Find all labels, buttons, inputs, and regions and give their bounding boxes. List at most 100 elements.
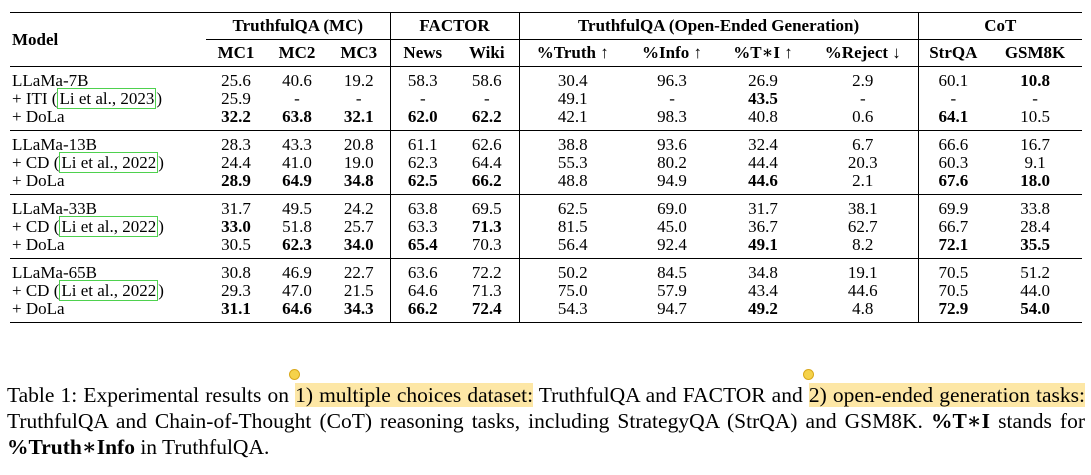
value-cell: 69.9 [918,194,989,218]
citation-link[interactable]: Li et al., 2022 [59,216,159,237]
value-cell: 63.8 [282,107,312,126]
column-header: %Truth ↑ [519,39,627,67]
value-cell: 63.8 [390,194,456,218]
model-name-cell: + ITI (Li et al., 2023) [10,88,206,109]
value-cell: 4.8 [808,300,919,323]
value-cell: 63.6 [390,258,456,282]
model-name-cell: + DoLa [12,107,65,126]
value-cell: 34.0 [328,236,391,259]
value-cell: 54.0 [988,300,1083,323]
value-cell: 28.4 [1020,217,1050,236]
value-cell: 9.1 [1024,153,1046,172]
caption-highlight-2[interactable]: 2) open-ended generation tasks: [808,383,1086,407]
value-cell: 46.9 [266,258,328,282]
value-cell: 64.9 [282,171,312,190]
value-cell: 49.1 [557,89,588,108]
value-cell: 71.3 [455,282,520,300]
value-cell: 22.7 [328,258,391,282]
value-cell: 57.9 [657,281,687,300]
value-cell: 80.2 [657,153,687,172]
model-name-cell: LLaMa-33B [10,194,206,218]
value-cell: 34.8 [328,172,391,195]
citation-link[interactable]: Li et al., 2022 [59,152,159,173]
value-cell: 35.5 [1020,235,1050,254]
value-cell: 66.2 [455,172,520,195]
model-suffix: ) [158,281,164,300]
value-cell: 62.3 [407,153,438,172]
value-cell: 49.1 [748,235,778,254]
value-cell: - [419,89,426,108]
value-cell: 21.5 [328,282,391,300]
value-cell: 44.6 [748,171,778,190]
value-cell: 64.4 [455,154,520,172]
value-cell: 40.6 [282,71,312,90]
caption-highlight-1-anchor[interactable]: 1) multiple choices dataset: [289,369,534,407]
value-cell: 19.2 [328,66,391,90]
column-header: Wiki [455,39,520,67]
value-cell: 64.1 [938,107,969,126]
caption-highlight-2-anchor[interactable]: 2) open-ended generation tasks: [802,369,1086,407]
value-cell: 36.7 [748,217,778,236]
table-row: LLaMa-13B 28.3 43.3 20.8 61.1 62.6 38.8 93.6 32.… [10,130,1083,154]
column-header: News [390,39,456,67]
citation-link[interactable]: Li et al., 2023 [57,88,157,109]
value-cell: 43.4 [748,281,778,300]
value-cell: 30.8 [206,258,266,282]
value-cell: 98.3 [657,107,687,126]
table-row: + CD (Li et al., 2022) 33.0 51.8 25.7 63.3 71… [10,216,1082,237]
model-name-cell: + CD (Li et al., 2022) [10,216,206,237]
value-cell: 24.2 [328,194,391,218]
value-cell: 96.3 [657,71,687,90]
value-cell: 92.4 [657,235,687,254]
table-row: LLaMa-65B 30.8 46.9 22.7 63.6 72.2 50.2 84.5 34.… [10,258,1083,282]
value-cell: 81.5 [557,217,588,236]
model-name-cell: LLaMa-7B [12,71,89,90]
value-cell: 32.2 [221,107,251,126]
value-cell: 30.5 [221,235,251,254]
model-suffix: ) [156,89,163,108]
column-header: StrQA [918,39,989,67]
value-cell: 44.0 [1020,281,1050,300]
value-cell: 16.7 [988,130,1083,154]
value-cell: 70.5 [918,258,989,282]
value-cell: 10.8 [1020,71,1050,90]
value-cell: 94.7 [626,300,719,323]
value-cell: 49.2 [718,300,809,323]
value-cell: 34.3 [328,300,391,323]
caption-suffix: in TruthfulQA. [134,435,270,459]
model-prefix: + CD ( [12,281,60,300]
value-cell: 49.5 [266,194,328,218]
model-name-cell: + CD (Li et al., 2022) [10,280,206,301]
value-cell: 32.1 [328,108,391,131]
value-cell: 58.6 [455,66,520,90]
citation-link[interactable]: Li et al., 2022 [59,280,159,301]
caption-highlight-1[interactable]: 1) multiple choices dataset: [295,383,534,407]
group-header: TruthfulQA (Open-Ended Generation) [519,12,919,40]
value-cell: 43.5 [748,89,778,108]
column-header: MC2 [266,39,328,67]
group-header: CoT [918,12,1083,40]
value-cell: 31.7 [206,194,266,218]
value-cell: 55.3 [557,153,588,172]
value-cell: 20.8 [328,130,391,154]
value-cell: 62.3 [282,235,312,254]
annotation-note-icon[interactable] [802,369,814,380]
value-cell: 25.9 [221,89,251,108]
value-cell: 71.3 [455,218,520,236]
column-header: %T∗I ↑ [718,39,809,67]
value-cell: 67.6 [938,171,969,190]
model-column-header: Model [10,12,206,67]
value-cell: 93.6 [626,130,719,154]
value-cell: 41.0 [282,153,312,172]
value-cell: 66.7 [938,217,969,236]
group-header: TruthfulQA (MC) [206,12,391,40]
results-table-container: Model TruthfulQA (MC) FACTOR TruthfulQA (Op… [10,12,1083,323]
value-cell: 31.7 [718,194,809,218]
model-prefix: + CD ( [12,217,60,236]
value-cell: 62.5 [407,171,438,190]
table-row: + ITI (Li et al., 2023) 25.9 - - - - 49.1 - 43.5… [10,88,1082,109]
value-cell: 32.4 [718,130,809,154]
model-prefix: + ITI ( [12,89,58,108]
value-cell: - [1032,89,1038,108]
annotation-note-icon[interactable] [289,369,301,380]
